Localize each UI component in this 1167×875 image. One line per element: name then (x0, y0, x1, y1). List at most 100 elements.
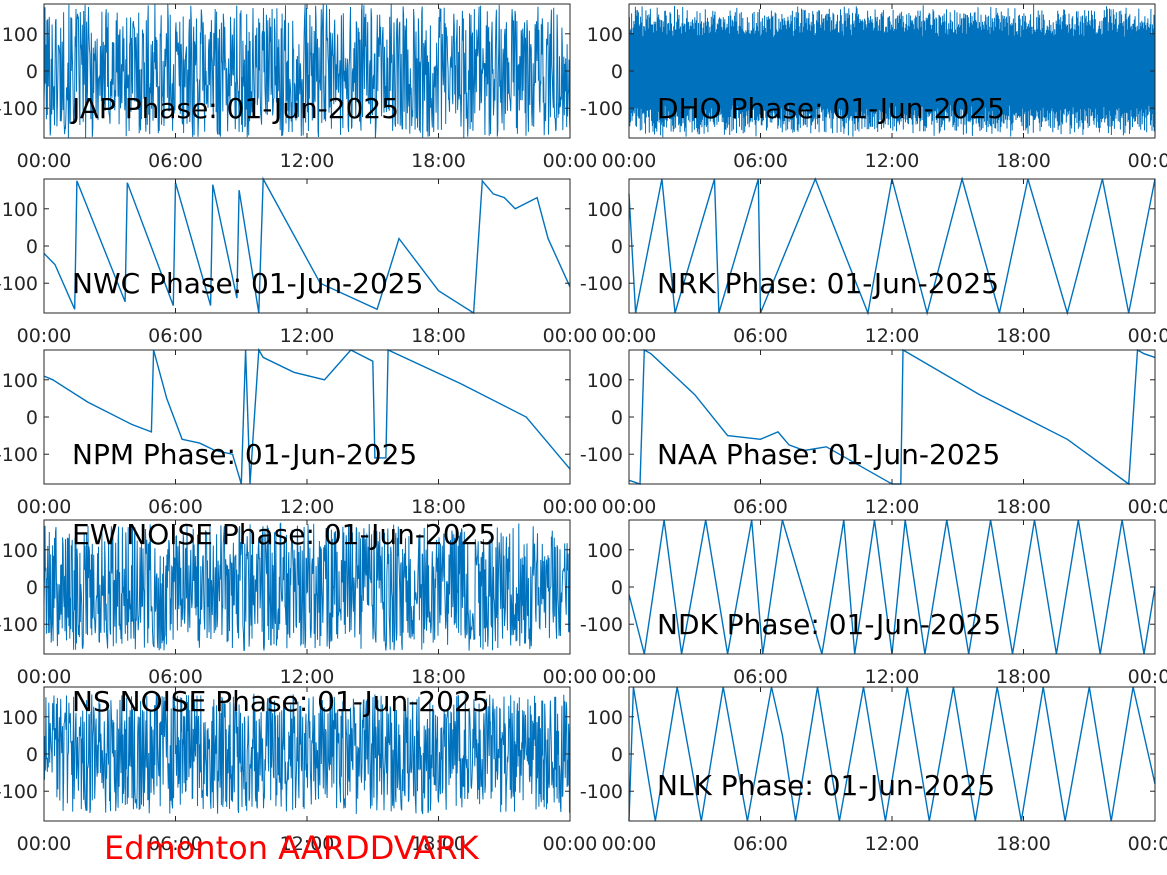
panel-title: JAP Phase: 01-Jun-2025 (70, 92, 399, 125)
x-tick-label: 12:00 (280, 325, 335, 347)
y-tick-label: 0 (26, 236, 38, 258)
panel-title: EW NOISE Phase: 01-Jun-2025 (72, 518, 496, 551)
y-tick-label: 0 (611, 61, 623, 83)
x-tick-label: 18:00 (411, 150, 466, 172)
x-tick-label: 06:00 (148, 150, 203, 172)
panel-title: DHO Phase: 01-Jun-2025 (657, 92, 1005, 125)
x-tick-label: 00:00 (602, 325, 657, 347)
x-tick-label: 18:00 (996, 833, 1051, 855)
phase-trace (628, 686, 1156, 822)
x-tick-label: 00:00 (17, 325, 72, 347)
y-tick-label: 100 (2, 370, 38, 392)
y-tick-label: 100 (587, 24, 623, 46)
x-tick-label: 00:00 (1128, 833, 1167, 855)
x-tick-label: 18:00 (411, 833, 466, 855)
x-tick-label: 00:00 (1128, 150, 1167, 172)
y-tick-label: 0 (26, 61, 38, 83)
x-tick-label: 00:00 (543, 833, 598, 855)
phase-trace (43, 4, 571, 138)
x-tick-label: 00:00 (1128, 496, 1167, 518)
panel-title: NLK Phase: 01-Jun-2025 (657, 769, 995, 802)
x-tick-label: 12:00 (865, 325, 920, 347)
y-tick-label: -100 (0, 444, 38, 466)
x-tick-label: 18:00 (996, 496, 1051, 518)
y-tick-label: 0 (26, 407, 38, 429)
panel-title: NDK Phase: 01-Jun-2025 (657, 608, 1001, 641)
x-tick-label: 00:00 (602, 833, 657, 855)
x-tick-label: 12:00 (865, 496, 920, 518)
y-tick-label: 100 (587, 540, 623, 562)
y-tick-label: 100 (2, 540, 38, 562)
panel-10: -100 0 100 00:00 06:00 12:00 18:00 00:00 NLK Pha… (580, 686, 1167, 855)
x-tick-label: 12:00 (865, 833, 920, 855)
y-tick-label: -100 (0, 781, 38, 803)
y-tick-label: -100 (580, 273, 623, 295)
y-tick-label: -100 (0, 273, 38, 295)
phase-trace (43, 693, 571, 815)
x-tick-label: 00:00 (1128, 666, 1167, 688)
x-tick-label: 18:00 (996, 666, 1051, 688)
panel-5: -100 0 100 00:00 06:00 12:00 18:00 00:00 NPM Pha… (0, 347, 598, 518)
y-tick-label: -100 (580, 98, 623, 120)
y-tick-label: 0 (26, 744, 38, 766)
y-tick-label: -100 (580, 781, 623, 803)
x-tick-label: 12:00 (280, 666, 335, 688)
x-tick-label: 06:00 (733, 325, 788, 347)
x-tick-label: 12:00 (865, 150, 920, 172)
x-tick-label: 18:00 (996, 150, 1051, 172)
x-tick-label: 00:00 (602, 150, 657, 172)
phase-trace (628, 4, 1156, 138)
x-tick-label: 00:00 (17, 496, 72, 518)
phase-trace (628, 348, 1156, 486)
x-tick-label: 06:00 (733, 496, 788, 518)
x-tick-label: 06:00 (733, 666, 788, 688)
x-tick-label: 06:00 (148, 496, 203, 518)
x-tick-label: 18:00 (411, 496, 466, 518)
y-tick-label: -100 (0, 98, 38, 120)
x-tick-label: 06:00 (148, 666, 203, 688)
y-tick-label: 0 (611, 236, 623, 258)
panel-title: NRK Phase: 01-Jun-2025 (657, 267, 999, 300)
x-tick-label: 00:00 (17, 833, 72, 855)
phase-trace (43, 522, 571, 652)
x-tick-label: 00:00 (17, 150, 72, 172)
panel-7: -100 0 100 00:00 06:00 12:00 18:00 00:00 EW NOIS… (0, 518, 597, 688)
x-tick-label: 12:00 (280, 496, 335, 518)
y-tick-label: -100 (580, 444, 623, 466)
x-tick-label: 06:00 (733, 833, 788, 855)
y-tick-label: 100 (587, 370, 623, 392)
panel-6: -100 0 100 00:00 06:00 12:00 18:00 00:00 NAA Pha… (580, 348, 1167, 518)
figure-caption: Edmonton AARDDVARK (104, 829, 479, 867)
x-tick-label: 18:00 (411, 325, 466, 347)
x-tick-label: 18:00 (996, 325, 1051, 347)
y-tick-label: 100 (587, 707, 623, 729)
y-tick-label: 0 (611, 407, 623, 429)
x-tick-label: 12:00 (280, 150, 335, 172)
panel-title: NWC Phase: 01-Jun-2025 (72, 267, 423, 300)
x-tick-label: 00:00 (17, 666, 72, 688)
y-tick-label: 100 (2, 707, 38, 729)
panel-title: NAA Phase: 01-Jun-2025 (657, 438, 1000, 471)
phase-trace (43, 347, 571, 485)
y-tick-label: 100 (587, 199, 623, 221)
y-tick-label: -100 (580, 614, 623, 636)
panel-4: -100 0 100 00:00 06:00 12:00 18:00 00:00 NRK Pha… (580, 176, 1167, 347)
x-tick-label: 18:00 (411, 666, 466, 688)
panel-9: -100 0 100 00:00 06:00 12:00 18:00 00:00 NS NOIS… (0, 685, 597, 855)
y-tick-label: 0 (611, 577, 623, 599)
x-tick-label: 12:00 (280, 833, 335, 855)
x-tick-label: 06:00 (148, 833, 203, 855)
panel-3: -100 0 100 00:00 06:00 12:00 18:00 00:00 NWC Pha… (0, 176, 598, 347)
y-tick-label: 100 (2, 199, 38, 221)
x-tick-label: 00:00 (543, 666, 598, 688)
panel-8: -100 0 100 00:00 06:00 12:00 18:00 00:00 NDK Pha… (580, 519, 1167, 688)
x-tick-label: 00:00 (543, 496, 598, 518)
panel-2: -100 0 100 00:00 06:00 12:00 18:00 00:00 DHO Pha… (580, 3, 1167, 172)
y-tick-label: 0 (26, 577, 38, 599)
x-tick-label: 00:00 (543, 325, 598, 347)
y-tick-label: 0 (611, 744, 623, 766)
x-tick-label: 06:00 (733, 150, 788, 172)
y-tick-label: -100 (0, 614, 38, 636)
panel-title: NS NOISE Phase: 01-Jun-2025 (72, 685, 490, 718)
